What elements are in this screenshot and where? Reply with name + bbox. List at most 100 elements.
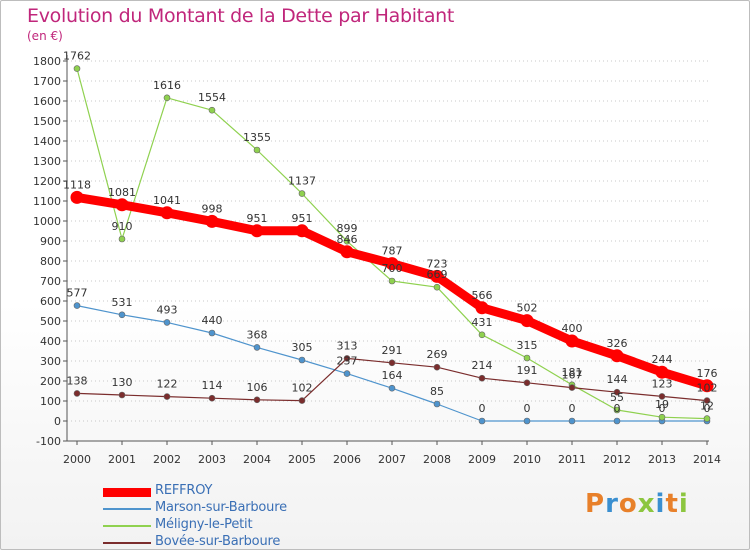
data-point: [703, 397, 711, 404]
data-point: [613, 388, 621, 396]
x-tick-label: 2009: [468, 453, 496, 466]
logo-letter: x: [637, 489, 656, 519]
data-label: 130: [112, 376, 133, 389]
data-point: [340, 245, 354, 259]
data-point: [250, 224, 264, 238]
data-point: [208, 106, 216, 114]
data-point: [568, 384, 576, 391]
y-tick-label: 600: [40, 295, 61, 308]
data-label: 951: [247, 212, 268, 225]
x-tick-label: 2010: [513, 453, 541, 466]
data-point: [658, 393, 666, 400]
data-point: [475, 301, 489, 315]
legend-label: Méligny-le-Petit: [155, 517, 253, 532]
y-tick-label: 1700: [33, 75, 61, 88]
data-point: [298, 190, 306, 197]
y-tick-label: 200: [40, 375, 61, 388]
data-label: 237: [337, 355, 358, 368]
y-tick-label: 0: [54, 415, 61, 428]
y-tick-label: 1600: [33, 95, 61, 108]
data-label: 244: [652, 353, 673, 366]
data-label: 951: [292, 212, 313, 225]
data-label: 1137: [288, 175, 316, 188]
y-tick-label: 800: [40, 255, 61, 268]
x-tick-label: 2003: [198, 453, 226, 466]
data-label: 440: [202, 314, 223, 327]
data-label: 0: [704, 402, 711, 415]
x-tick-label: 2007: [378, 453, 406, 466]
y-tick-label: 500: [40, 315, 61, 328]
data-point: [610, 349, 624, 363]
data-label: 566: [472, 289, 493, 302]
proxiti-logo: Proxiti: [585, 489, 689, 519]
data-point: [385, 257, 399, 271]
legend-label: Bovée-sur-Barboure: [155, 534, 281, 549]
data-point: [703, 415, 711, 422]
data-point: [343, 370, 351, 377]
data-point: [700, 379, 714, 393]
data-point: [115, 198, 129, 212]
x-tick-label: 2000: [63, 453, 91, 466]
data-label: 0: [614, 402, 621, 415]
data-point: [565, 334, 579, 348]
data-point: [523, 379, 531, 387]
data-label: 315: [517, 339, 538, 352]
data-label: 723: [427, 257, 448, 270]
y-tick-label: 1000: [33, 215, 61, 228]
legend-swatch: [103, 488, 151, 497]
data-point: [478, 331, 486, 339]
y-tick-label: 700: [40, 275, 61, 288]
data-label: 122: [157, 378, 178, 391]
data-label: 700: [382, 262, 403, 275]
data-point: [253, 146, 261, 154]
data-label: 164: [382, 369, 403, 382]
data-point: [253, 396, 261, 404]
data-point: [433, 283, 441, 291]
data-point: [433, 363, 441, 371]
data-label: 12: [700, 400, 714, 413]
data-point: [298, 356, 306, 364]
data-point: [208, 329, 216, 337]
y-tick-label: 1400: [33, 135, 61, 148]
data-label: 502: [517, 302, 538, 315]
x-tick-label: 2006: [333, 453, 361, 466]
data-point: [118, 235, 126, 243]
data-label: 0: [659, 402, 666, 415]
data-point: [253, 344, 261, 351]
data-label: 144: [607, 373, 628, 386]
data-label: 998: [202, 202, 223, 215]
data-label: 326: [607, 337, 628, 350]
x-tick-label: 2002: [153, 453, 181, 466]
data-label: 1118: [63, 178, 91, 191]
legend-swatch: [103, 525, 151, 527]
y-tick-label: 300: [40, 355, 61, 368]
data-label: 138: [67, 374, 88, 387]
data-label: 269: [427, 348, 448, 361]
x-tick-label: 2014: [693, 453, 721, 466]
data-point: [655, 365, 669, 379]
y-tick-label: 1800: [33, 55, 61, 68]
data-label: 102: [292, 382, 313, 395]
data-label: 1041: [153, 194, 181, 207]
data-point: [433, 400, 441, 408]
data-label: 176: [697, 367, 718, 380]
x-tick-label: 2005: [288, 453, 316, 466]
data-label: 531: [112, 296, 133, 309]
data-point: [523, 354, 531, 362]
x-tick-label: 2011: [558, 453, 586, 466]
data-label: 305: [292, 341, 313, 354]
x-tick-label: 2008: [423, 453, 451, 466]
logo-letter: o: [618, 489, 638, 519]
data-label: 787: [382, 245, 403, 258]
data-point: [70, 190, 84, 204]
x-tick-label: 2012: [603, 453, 631, 466]
data-label: 0: [479, 402, 486, 415]
legend-swatch: [103, 542, 151, 544]
data-point: [295, 224, 309, 238]
data-label: 899: [337, 222, 358, 235]
data-label: 291: [382, 344, 403, 357]
data-point: [613, 406, 621, 414]
logo-letter: r: [605, 489, 619, 519]
chart-subtitle: (en €): [27, 29, 63, 43]
